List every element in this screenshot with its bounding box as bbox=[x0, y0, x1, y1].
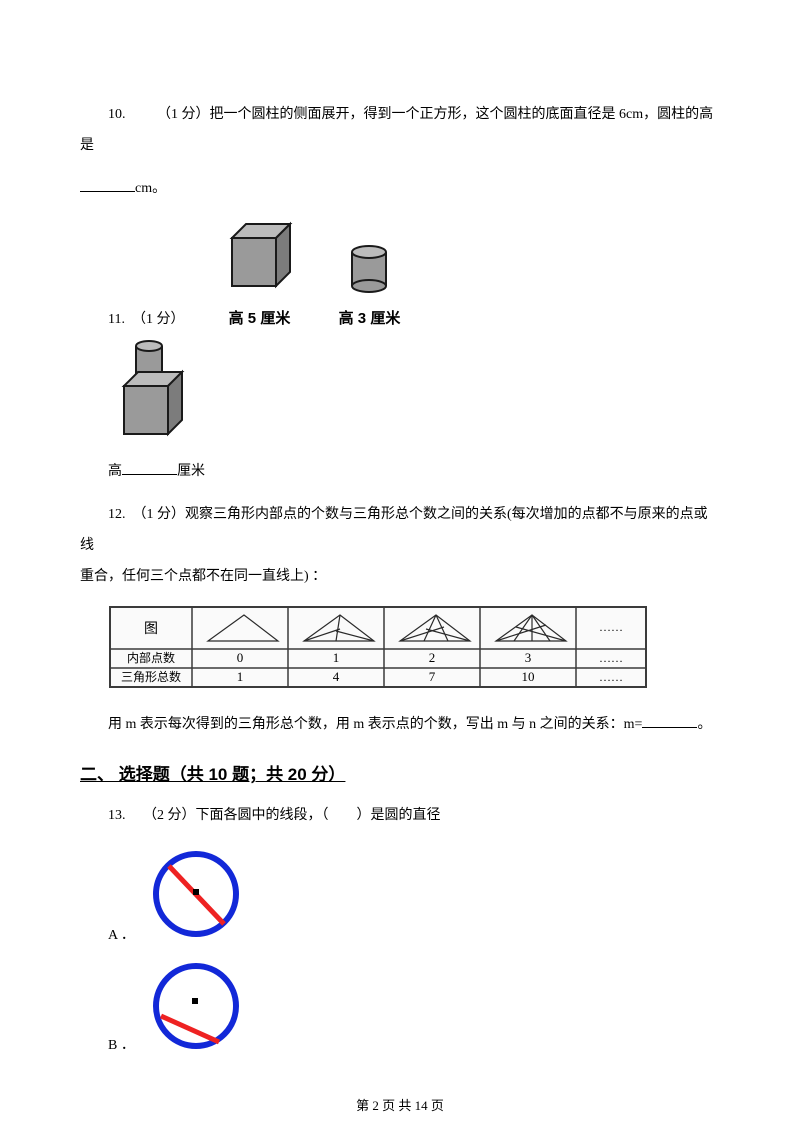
q12-tail-text: 用 m 表示每次得到的三角形总个数，用 m 表示点的个数，写出 m 与 n 之间… bbox=[108, 717, 642, 732]
q12-table: 图 内部点数 三角形总数 bbox=[108, 605, 720, 694]
footer-post: 页 bbox=[428, 1098, 444, 1113]
q11-ans-pre: 高 bbox=[108, 464, 122, 479]
question-10: 10. （1 分）把一个圆柱的侧面展开，得到一个正方形，这个圆柱的底面直径是 6… bbox=[80, 100, 720, 162]
q10-blank bbox=[80, 177, 135, 192]
q10-text: （1 分）把一个圆柱的侧面展开，得到一个正方形，这个圆柱的底面直径是 6cm，圆… bbox=[80, 107, 713, 153]
q11-cylinder-figure: 高 3 厘米 bbox=[334, 238, 404, 328]
circle-a-icon bbox=[141, 844, 251, 944]
q12-text-b: 重合，任何三个点都不在同一直线上) ： bbox=[80, 569, 326, 584]
q11-blank bbox=[122, 460, 177, 475]
q11-answer-line: 高 厘米 bbox=[80, 457, 720, 488]
svg-text:内部点数: 内部点数 bbox=[127, 650, 175, 665]
svg-text:图: 图 bbox=[144, 622, 158, 637]
svg-text:2: 2 bbox=[429, 650, 436, 665]
q12-tail: 用 m 表示每次得到的三角形总个数，用 m 表示点的个数，写出 m 与 n 之间… bbox=[80, 710, 720, 741]
q13-number: 13. bbox=[108, 808, 140, 823]
q13-optA-label: A ． bbox=[108, 924, 135, 944]
footer-mid: 页 共 bbox=[379, 1098, 415, 1113]
triangle-table-icon: 图 内部点数 三角形总数 bbox=[108, 605, 648, 689]
footer-total: 14 bbox=[415, 1098, 428, 1113]
q11-cube-label: 高 5 厘米 bbox=[214, 307, 304, 328]
q13-text: （2 分）下面各圆中的线段，（ ）是圆的直径 bbox=[143, 808, 441, 823]
svg-text:10: 10 bbox=[522, 669, 535, 684]
q10-number: 10. bbox=[108, 107, 154, 122]
page-content: 10. （1 分）把一个圆柱的侧面展开，得到一个正方形，这个圆柱的底面直径是 6… bbox=[0, 0, 800, 1108]
svg-text:三角形总数: 三角形总数 bbox=[121, 669, 181, 684]
q12-tail-end: 。 bbox=[697, 717, 711, 732]
question-10-line2: cm。 bbox=[80, 174, 720, 205]
svg-text:3: 3 bbox=[525, 650, 532, 665]
svg-text:1: 1 bbox=[237, 669, 244, 684]
q11-figures-row: 11. （1 分） 高 5 厘米 高 3 厘米 bbox=[108, 216, 720, 328]
svg-text:……: …… bbox=[599, 651, 623, 665]
q10-unit: cm。 bbox=[135, 181, 166, 196]
q11-ans-post: 厘米 bbox=[177, 464, 205, 479]
q11-prefix: 11. （1 分） bbox=[108, 308, 184, 328]
cylinder-on-cube-icon bbox=[108, 336, 198, 446]
svg-text:7: 7 bbox=[429, 669, 436, 684]
svg-text:……: …… bbox=[599, 620, 623, 634]
svg-text:……: …… bbox=[599, 670, 623, 684]
cylinder-icon bbox=[334, 238, 404, 302]
svg-text:4: 4 bbox=[333, 669, 340, 684]
cube-icon bbox=[214, 216, 304, 302]
question-12: 12. （1 分）观察三角形内部点的个数与三角形总个数之间的关系(每次增加的点都… bbox=[80, 500, 720, 592]
q13-option-a: A ． bbox=[108, 844, 720, 944]
section-2-title: 二、 选择题（共 10 题；共 20 分） bbox=[80, 760, 720, 785]
q12-blank bbox=[642, 713, 697, 728]
q13-option-b: B ． bbox=[108, 958, 720, 1054]
circle-b-icon bbox=[141, 958, 251, 1054]
q12-number: 12. bbox=[108, 507, 140, 522]
question-13: 13. （2 分）下面各圆中的线段，（ ）是圆的直径 bbox=[80, 801, 720, 832]
footer-pre: 第 bbox=[356, 1098, 372, 1113]
q11-cyl-label: 高 3 厘米 bbox=[334, 307, 404, 328]
q11-combined-figure bbox=[108, 336, 720, 451]
q13-optB-label: B ． bbox=[108, 1034, 135, 1054]
svg-text:0: 0 bbox=[237, 650, 244, 665]
page-footer: 第 2 页 共 14 页 bbox=[0, 1095, 800, 1114]
svg-text:1: 1 bbox=[333, 650, 340, 665]
q12-text-a: （1 分）观察三角形内部点的个数与三角形总个数之间的关系(每次增加的点都不与原来… bbox=[80, 507, 708, 553]
q11-cube-figure: 高 5 厘米 bbox=[214, 216, 304, 328]
